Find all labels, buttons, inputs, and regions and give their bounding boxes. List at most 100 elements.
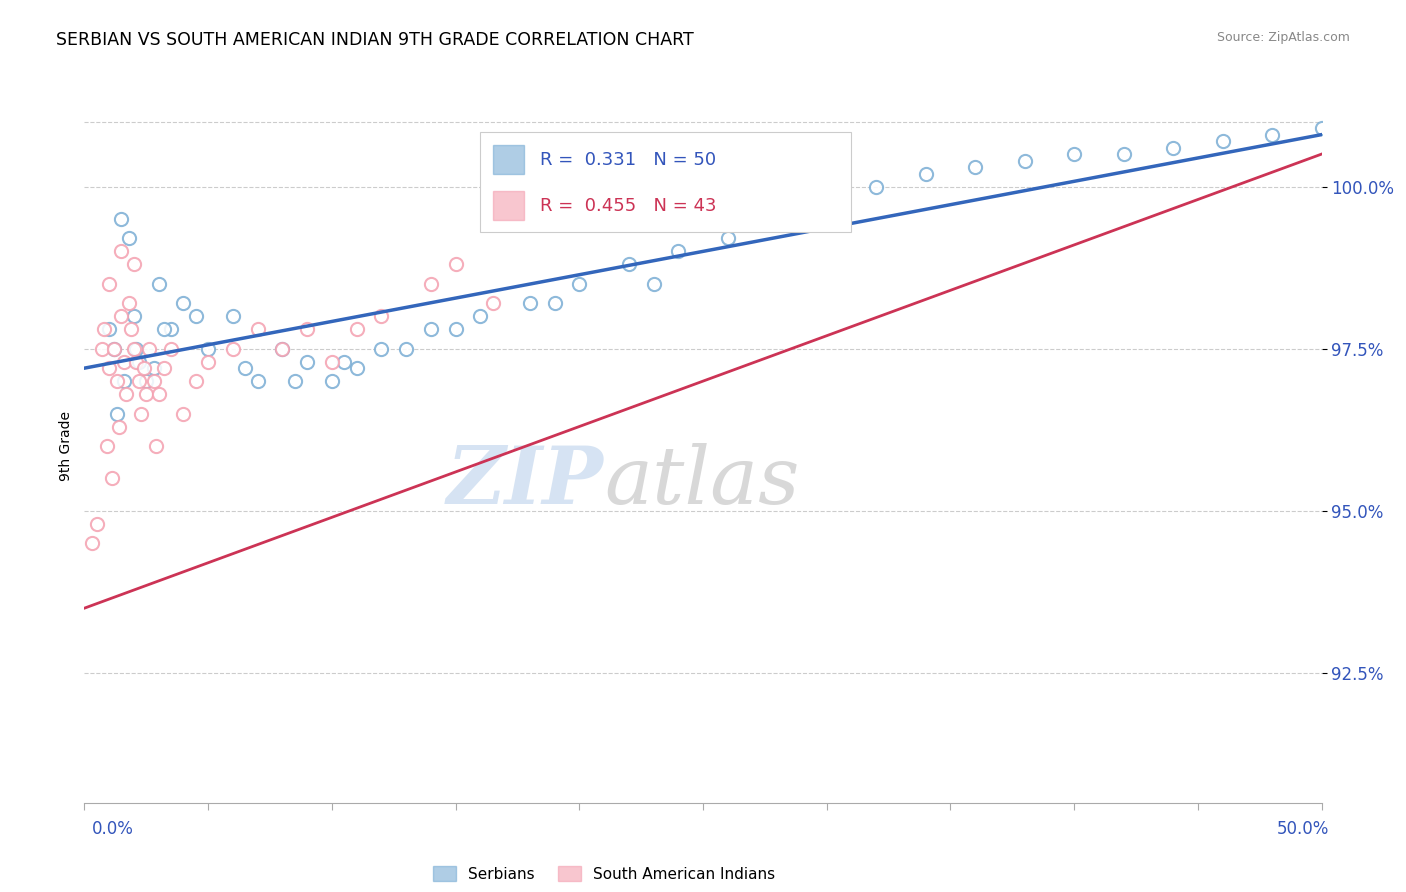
- Point: [222, 342, 245, 356]
- Text: atlas: atlas: [605, 443, 800, 520]
- Point: [1014, 153, 1036, 168]
- Point: [103, 342, 125, 356]
- Point: [110, 310, 132, 324]
- Point: [145, 439, 167, 453]
- Point: [80, 536, 103, 550]
- Point: [1063, 147, 1085, 161]
- Bar: [492, 192, 523, 220]
- Point: [135, 374, 157, 388]
- Point: [914, 167, 936, 181]
- Point: [152, 361, 174, 376]
- Point: [470, 310, 492, 324]
- Point: [110, 211, 132, 226]
- Point: [118, 231, 141, 245]
- Point: [246, 322, 269, 336]
- Point: [419, 277, 441, 291]
- Point: [295, 354, 318, 368]
- Point: [112, 374, 135, 388]
- Point: [1161, 140, 1184, 154]
- Point: [295, 322, 318, 336]
- Point: [666, 244, 689, 259]
- Point: [444, 257, 467, 271]
- Point: [120, 322, 142, 336]
- Point: [233, 361, 256, 376]
- Point: [197, 342, 219, 356]
- Point: [1310, 121, 1333, 136]
- Point: [96, 439, 118, 453]
- Point: [271, 342, 294, 356]
- Point: [543, 296, 565, 310]
- Point: [110, 244, 132, 259]
- Point: [148, 387, 170, 401]
- Point: [135, 387, 157, 401]
- Point: [108, 419, 131, 434]
- Point: [129, 407, 152, 421]
- Point: [284, 374, 307, 388]
- Point: [965, 160, 987, 174]
- Point: [419, 322, 441, 336]
- Y-axis label: 9th Grade: 9th Grade: [59, 411, 73, 481]
- Point: [90, 342, 112, 356]
- Point: [333, 354, 356, 368]
- Point: [122, 310, 145, 324]
- Point: [370, 342, 392, 356]
- Point: [395, 342, 418, 356]
- Point: [98, 277, 121, 291]
- Point: [197, 354, 219, 368]
- Text: 50.0%: 50.0%: [1277, 820, 1329, 838]
- Point: [246, 374, 269, 388]
- Text: ZIP: ZIP: [447, 443, 605, 520]
- Point: [152, 322, 174, 336]
- Point: [444, 322, 467, 336]
- Point: [142, 361, 165, 376]
- Point: [103, 342, 125, 356]
- Point: [568, 277, 591, 291]
- Legend: Serbians, South American Indians: Serbians, South American Indians: [427, 860, 782, 888]
- Point: [766, 211, 789, 226]
- Text: SERBIAN VS SOUTH AMERICAN INDIAN 9TH GRADE CORRELATION CHART: SERBIAN VS SOUTH AMERICAN INDIAN 9TH GRA…: [56, 31, 695, 49]
- Point: [481, 296, 503, 310]
- Point: [519, 296, 541, 310]
- Point: [617, 257, 640, 271]
- Point: [122, 342, 145, 356]
- Point: [1212, 134, 1234, 148]
- Point: [105, 374, 128, 388]
- Point: [98, 322, 121, 336]
- Point: [160, 342, 183, 356]
- Point: [184, 374, 207, 388]
- Point: [172, 296, 194, 310]
- Point: [125, 354, 148, 368]
- Point: [112, 354, 135, 368]
- Point: [346, 322, 368, 336]
- Text: Source: ZipAtlas.com: Source: ZipAtlas.com: [1216, 31, 1350, 45]
- Point: [321, 354, 343, 368]
- Point: [643, 277, 665, 291]
- Text: 0.0%: 0.0%: [91, 820, 134, 838]
- Text: R =  0.331   N = 50: R = 0.331 N = 50: [540, 151, 716, 169]
- Point: [138, 342, 160, 356]
- Point: [142, 374, 165, 388]
- Point: [717, 231, 740, 245]
- Point: [128, 374, 150, 388]
- Point: [346, 361, 368, 376]
- Point: [1112, 147, 1135, 161]
- Point: [125, 342, 148, 356]
- Point: [100, 471, 122, 485]
- Point: [271, 342, 294, 356]
- Point: [128, 354, 150, 368]
- Point: [105, 407, 128, 421]
- Point: [370, 310, 392, 324]
- Point: [172, 407, 194, 421]
- Point: [148, 277, 170, 291]
- Point: [1261, 128, 1284, 142]
- Bar: [492, 145, 523, 174]
- Point: [160, 322, 183, 336]
- Bar: [481, 132, 852, 232]
- Text: R =  0.455   N = 43: R = 0.455 N = 43: [540, 197, 716, 215]
- Point: [93, 322, 115, 336]
- Point: [115, 387, 138, 401]
- Point: [118, 296, 141, 310]
- Point: [86, 516, 108, 531]
- Point: [132, 361, 155, 376]
- Point: [222, 310, 245, 324]
